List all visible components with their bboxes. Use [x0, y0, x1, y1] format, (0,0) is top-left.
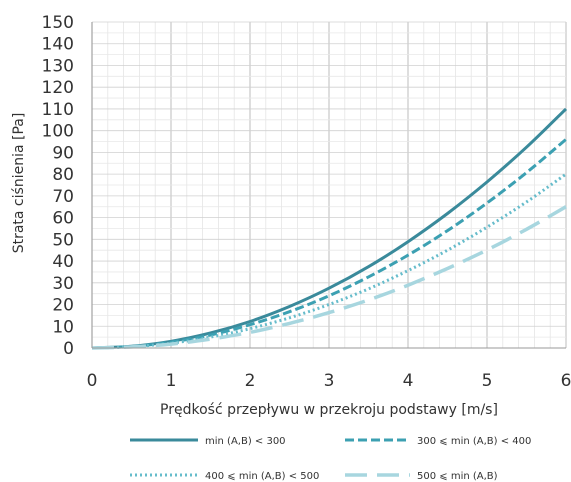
y-tick-label: 30 [52, 274, 74, 294]
y-tick-label: 150 [42, 13, 74, 33]
y-tick-label: 40 [52, 252, 74, 272]
x-tick-label: 1 [166, 371, 177, 391]
y-tick-label: 20 [52, 296, 74, 316]
series-line-4 [91, 205, 567, 350]
x-axis-label: Prędkość przepływu w przekroju podstawy … [160, 402, 498, 418]
y-tick-label: 10 [52, 317, 74, 337]
y-tick-label: 140 [42, 35, 74, 55]
y-tick-label: 130 [42, 56, 74, 76]
y-tick-label: 0 [63, 339, 74, 359]
legend-label-3: 400 ⩽ min (A,B) < 500 [205, 471, 319, 482]
legend-label-1: min (A,B) < 300 [205, 436, 286, 447]
chart-series [91, 107, 568, 350]
y-tick-label: 80 [52, 165, 74, 185]
x-tick-label: 4 [403, 371, 414, 391]
x-tick-label: 5 [482, 371, 493, 391]
x-tick-label: 6 [561, 371, 571, 391]
y-axis-label: Strata ciśnienia [Pa] [11, 113, 27, 254]
x-tick-label: 0 [87, 371, 98, 391]
y-tick-label: 120 [42, 78, 74, 98]
chart-legend: min (A,B) < 300 300 ⩽ min (A,B) < 400 400 … [130, 436, 531, 482]
y-tick-label: 100 [42, 122, 74, 142]
legend-label-2: 300 ⩽ min (A,B) < 400 [417, 436, 531, 447]
y-tick-label: 110 [42, 100, 74, 120]
chart-axes [91, 22, 566, 349]
y-tick-label: 90 [52, 143, 74, 163]
y-tick-label: 70 [52, 187, 74, 207]
legend-label-4: 500 ⩽ min (A,B) [417, 471, 498, 482]
y-tick-label: 60 [52, 209, 74, 229]
series-line-2 [91, 138, 567, 350]
x-tick-label: 2 [245, 371, 256, 391]
y-tick-label: 50 [52, 230, 74, 250]
chart-grid [91, 21, 567, 349]
x-tick-label: 3 [324, 371, 335, 391]
